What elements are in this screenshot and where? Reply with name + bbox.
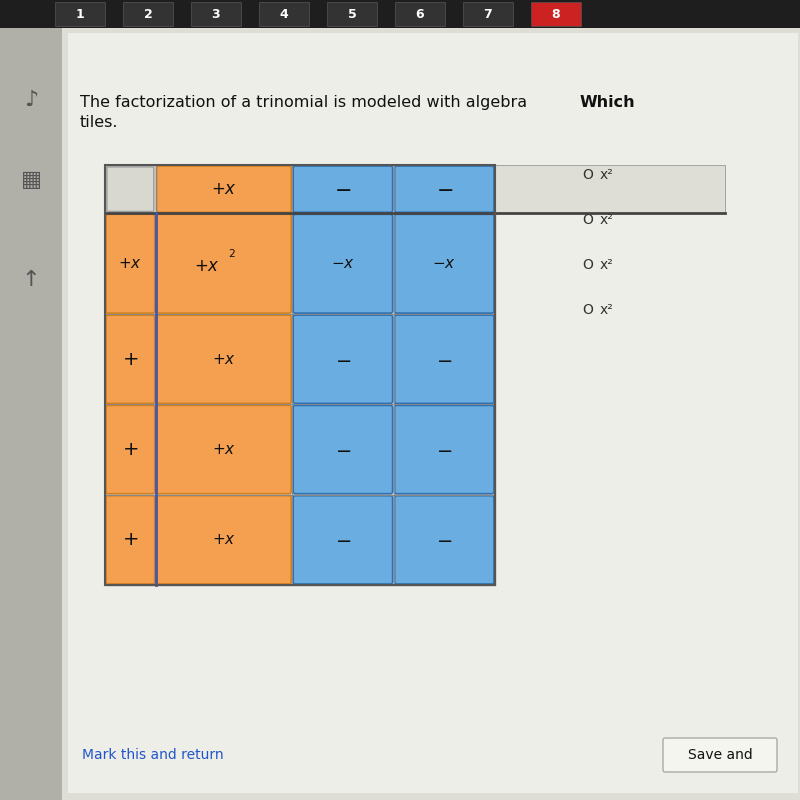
Text: x²: x² bbox=[600, 303, 614, 317]
FancyBboxPatch shape bbox=[293, 406, 393, 494]
FancyBboxPatch shape bbox=[157, 166, 291, 212]
Bar bbox=[395, 2, 445, 26]
Text: x²: x² bbox=[600, 258, 614, 272]
Text: $-x$: $-x$ bbox=[432, 256, 456, 271]
FancyBboxPatch shape bbox=[394, 315, 494, 403]
Text: ▦: ▦ bbox=[21, 170, 42, 190]
Bar bbox=[105, 165, 495, 585]
Text: x²: x² bbox=[600, 213, 614, 227]
Text: $-$: $-$ bbox=[334, 530, 351, 550]
Text: $+$: $+$ bbox=[122, 440, 138, 459]
Text: $+$: $+$ bbox=[122, 350, 138, 369]
FancyBboxPatch shape bbox=[293, 166, 393, 212]
Text: ♪: ♪ bbox=[24, 90, 38, 110]
Bar bbox=[495, 165, 725, 214]
Text: O: O bbox=[582, 168, 593, 182]
Text: $-$: $-$ bbox=[436, 530, 453, 550]
Text: Which: Which bbox=[580, 95, 636, 110]
FancyBboxPatch shape bbox=[293, 315, 393, 403]
FancyBboxPatch shape bbox=[394, 496, 494, 584]
Text: 7: 7 bbox=[484, 7, 492, 21]
Text: $+x$: $+x$ bbox=[211, 180, 237, 198]
Bar bbox=[55, 2, 105, 26]
Text: $+x$: $+x$ bbox=[194, 257, 220, 274]
Text: O: O bbox=[582, 258, 593, 272]
Text: O: O bbox=[582, 213, 593, 227]
Bar bbox=[531, 2, 581, 26]
Text: $-x$: $-x$ bbox=[331, 256, 355, 271]
Text: $-$: $-$ bbox=[334, 440, 351, 459]
Text: O: O bbox=[582, 303, 593, 317]
FancyBboxPatch shape bbox=[157, 496, 291, 584]
FancyBboxPatch shape bbox=[106, 315, 154, 403]
FancyBboxPatch shape bbox=[106, 214, 154, 313]
FancyBboxPatch shape bbox=[106, 496, 154, 584]
Bar bbox=[191, 2, 241, 26]
Text: Mark this and return: Mark this and return bbox=[82, 748, 224, 762]
FancyBboxPatch shape bbox=[394, 406, 494, 494]
Text: The factorization of a trinomial is modeled with algebra: The factorization of a trinomial is mode… bbox=[80, 95, 527, 110]
FancyBboxPatch shape bbox=[107, 167, 154, 211]
FancyBboxPatch shape bbox=[157, 214, 291, 313]
Bar bbox=[105, 165, 495, 585]
Text: ↑: ↑ bbox=[22, 270, 40, 290]
Text: $+x$: $+x$ bbox=[212, 352, 236, 366]
Bar bbox=[327, 2, 377, 26]
Bar bbox=[463, 2, 513, 26]
Text: 3: 3 bbox=[212, 7, 220, 21]
Text: 2: 2 bbox=[144, 7, 152, 21]
Text: $+x$: $+x$ bbox=[212, 532, 236, 547]
Text: $-$: $-$ bbox=[436, 440, 453, 459]
FancyBboxPatch shape bbox=[106, 406, 154, 494]
Text: tiles.: tiles. bbox=[80, 115, 118, 130]
FancyBboxPatch shape bbox=[293, 214, 393, 313]
FancyBboxPatch shape bbox=[157, 315, 291, 403]
Bar bbox=[0, 28, 62, 800]
Text: Save and: Save and bbox=[688, 748, 752, 762]
FancyBboxPatch shape bbox=[663, 738, 777, 772]
Text: x²: x² bbox=[600, 168, 614, 182]
FancyBboxPatch shape bbox=[293, 496, 393, 584]
Text: $-$: $-$ bbox=[436, 179, 453, 199]
Text: 5: 5 bbox=[348, 7, 356, 21]
Text: 8: 8 bbox=[552, 7, 560, 21]
FancyBboxPatch shape bbox=[394, 166, 494, 212]
FancyBboxPatch shape bbox=[157, 406, 291, 494]
Text: $+x$: $+x$ bbox=[212, 442, 236, 457]
Text: $^2$: $^2$ bbox=[228, 250, 236, 266]
Text: $-$: $-$ bbox=[436, 350, 453, 369]
Bar bbox=[0, 0, 800, 28]
Bar bbox=[259, 2, 309, 26]
Text: $+$: $+$ bbox=[122, 530, 138, 550]
Bar bbox=[123, 2, 173, 26]
Text: 6: 6 bbox=[416, 7, 424, 21]
Text: $-$: $-$ bbox=[334, 179, 351, 199]
Text: $-$: $-$ bbox=[334, 350, 351, 369]
FancyBboxPatch shape bbox=[394, 214, 494, 313]
Text: 1: 1 bbox=[76, 7, 84, 21]
Text: $+x$: $+x$ bbox=[118, 256, 142, 271]
Text: 4: 4 bbox=[280, 7, 288, 21]
